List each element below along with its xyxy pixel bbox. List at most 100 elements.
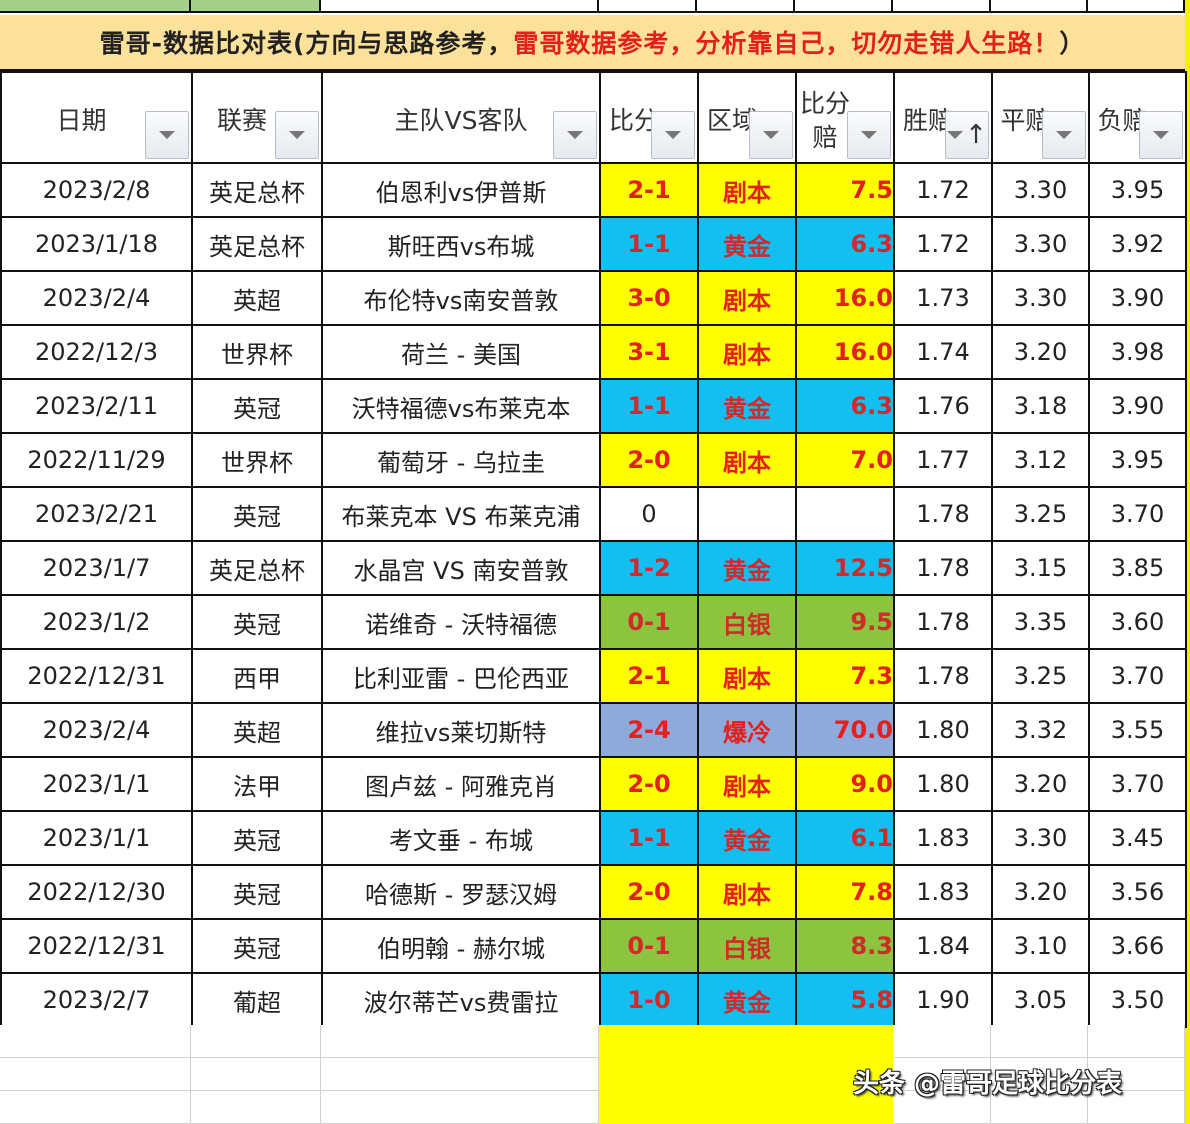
draw-odds-cell[interactable]: 3.35	[991, 594, 1090, 650]
empty-cell[interactable]	[599, 1091, 697, 1124]
score-cell[interactable]: 3-0	[599, 270, 699, 326]
zone-cell[interactable]: 黄金	[697, 378, 797, 434]
score-cell[interactable]: 2-0	[599, 756, 699, 812]
empty-cell[interactable]	[321, 1058, 599, 1091]
score-odds-cell[interactable]	[795, 486, 895, 542]
filter-dropdown-button[interactable]	[749, 111, 793, 159]
date-cell[interactable]: 2022/12/3	[0, 324, 193, 380]
league-cell[interactable]: 西甲	[191, 648, 323, 704]
win-odds-cell[interactable]: 1.72	[893, 162, 993, 218]
date-cell[interactable]: 2023/1/7	[0, 540, 193, 596]
score-odds-cell[interactable]: 6.3	[795, 378, 895, 434]
empty-cell[interactable]	[0, 1058, 191, 1091]
lose-odds-cell[interactable]: 3.90	[1088, 378, 1187, 434]
draw-odds-cell[interactable]: 3.32	[991, 702, 1090, 758]
win-odds-cell[interactable]: 1.78	[893, 486, 993, 542]
empty-cell[interactable]	[191, 1091, 321, 1124]
lose-odds-cell[interactable]: 3.95	[1088, 432, 1187, 488]
win-odds-cell[interactable]: 1.73	[893, 270, 993, 326]
score-cell[interactable]: 1-2	[599, 540, 699, 596]
lose-odds-cell[interactable]: 3.95	[1088, 162, 1187, 218]
filter-dropdown-button[interactable]	[1139, 111, 1183, 159]
score-odds-cell[interactable]: 9.5	[795, 594, 895, 650]
win-odds-cell[interactable]: 1.78	[893, 540, 993, 596]
empty-cell[interactable]	[893, 1025, 991, 1058]
draw-odds-cell[interactable]: 3.20	[991, 756, 1090, 812]
lose-odds-cell[interactable]: 3.56	[1088, 864, 1187, 920]
empty-cell[interactable]	[697, 1091, 795, 1124]
score-cell[interactable]: 1-1	[599, 378, 699, 434]
score-cell[interactable]: 2-0	[599, 432, 699, 488]
score-cell[interactable]: 0-1	[599, 594, 699, 650]
score-odds-cell[interactable]: 7.8	[795, 864, 895, 920]
win-odds-cell[interactable]: 1.78	[893, 648, 993, 704]
date-cell[interactable]: 2022/12/30	[0, 864, 193, 920]
draw-odds-cell[interactable]: 3.10	[991, 918, 1090, 974]
score-odds-cell[interactable]: 16.0	[795, 270, 895, 326]
win-odds-cell[interactable]: 1.78	[893, 594, 993, 650]
empty-cell[interactable]	[599, 1058, 697, 1091]
score-cell[interactable]: 1-0	[599, 972, 699, 1028]
zone-cell[interactable]: 黄金	[697, 972, 797, 1028]
lose-odds-cell[interactable]: 3.55	[1088, 702, 1187, 758]
league-cell[interactable]: 英超	[191, 270, 323, 326]
lose-odds-cell[interactable]: 3.45	[1088, 810, 1187, 866]
lose-odds-cell[interactable]: 3.98	[1088, 324, 1187, 380]
empty-cell[interactable]	[0, 1025, 191, 1058]
date-cell[interactable]: 2023/2/7	[0, 972, 193, 1028]
date-cell[interactable]: 2023/1/1	[0, 810, 193, 866]
score-odds-cell[interactable]: 6.1	[795, 810, 895, 866]
zone-cell[interactable]: 剧本	[697, 648, 797, 704]
draw-odds-cell[interactable]: 3.30	[991, 270, 1090, 326]
match-cell[interactable]: 维拉vs莱切斯特	[321, 702, 601, 758]
lose-odds-cell[interactable]: 3.60	[1088, 594, 1187, 650]
match-cell[interactable]: 布莱克本 VS 布莱克浦	[321, 486, 601, 542]
zone-cell[interactable]	[697, 486, 797, 542]
empty-cell[interactable]	[697, 1058, 795, 1091]
zone-cell[interactable]: 爆冷	[697, 702, 797, 758]
lose-odds-cell[interactable]: 3.66	[1088, 918, 1187, 974]
match-cell[interactable]: 图卢兹 - 阿雅克肖	[321, 756, 601, 812]
draw-odds-cell[interactable]: 3.30	[991, 216, 1090, 272]
match-cell[interactable]: 斯旺西vs布城	[321, 216, 601, 272]
empty-cell[interactable]	[321, 1091, 599, 1124]
lose-odds-cell[interactable]: 3.50	[1088, 972, 1187, 1028]
zone-cell[interactable]: 黄金	[697, 540, 797, 596]
filter-dropdown-button[interactable]	[145, 111, 189, 159]
win-odds-cell[interactable]: 1.83	[893, 810, 993, 866]
win-odds-cell[interactable]: 1.84	[893, 918, 993, 974]
score-odds-cell[interactable]: 70.0	[795, 702, 895, 758]
filter-dropdown-button[interactable]	[553, 111, 597, 159]
score-cell[interactable]: 1-1	[599, 810, 699, 866]
score-cell[interactable]: 0-1	[599, 918, 699, 974]
league-cell[interactable]: 英足总杯	[191, 162, 323, 218]
empty-cell[interactable]	[321, 1025, 599, 1058]
score-odds-cell[interactable]: 7.0	[795, 432, 895, 488]
score-odds-cell[interactable]: 6.3	[795, 216, 895, 272]
date-cell[interactable]: 2022/12/31	[0, 648, 193, 704]
league-cell[interactable]: 法甲	[191, 756, 323, 812]
lose-odds-cell[interactable]: 3.92	[1088, 216, 1187, 272]
empty-cell[interactable]	[697, 1025, 795, 1058]
empty-cell[interactable]	[795, 1058, 893, 1091]
league-cell[interactable]: 英冠	[191, 810, 323, 866]
score-cell[interactable]: 2-1	[599, 648, 699, 704]
draw-odds-cell[interactable]: 3.25	[991, 648, 1090, 704]
score-cell[interactable]: 2-0	[599, 864, 699, 920]
match-cell[interactable]: 葡萄牙 - 乌拉圭	[321, 432, 601, 488]
empty-cell[interactable]	[795, 1025, 893, 1058]
match-cell[interactable]: 波尔蒂芒vs费雷拉	[321, 972, 601, 1028]
match-cell[interactable]: 哈德斯 - 罗瑟汉姆	[321, 864, 601, 920]
draw-odds-cell[interactable]: 3.25	[991, 486, 1090, 542]
score-cell[interactable]: 1-1	[599, 216, 699, 272]
draw-odds-cell[interactable]: 3.05	[991, 972, 1090, 1028]
date-cell[interactable]: 2023/1/2	[0, 594, 193, 650]
match-cell[interactable]: 诺维奇 - 沃特福德	[321, 594, 601, 650]
league-cell[interactable]: 英足总杯	[191, 216, 323, 272]
date-cell[interactable]: 2023/2/4	[0, 270, 193, 326]
league-cell[interactable]: 英冠	[191, 918, 323, 974]
lose-odds-cell[interactable]: 3.85	[1088, 540, 1187, 596]
score-odds-cell[interactable]: 7.3	[795, 648, 895, 704]
match-cell[interactable]: 比利亚雷 - 巴伦西亚	[321, 648, 601, 704]
league-cell[interactable]: 英足总杯	[191, 540, 323, 596]
